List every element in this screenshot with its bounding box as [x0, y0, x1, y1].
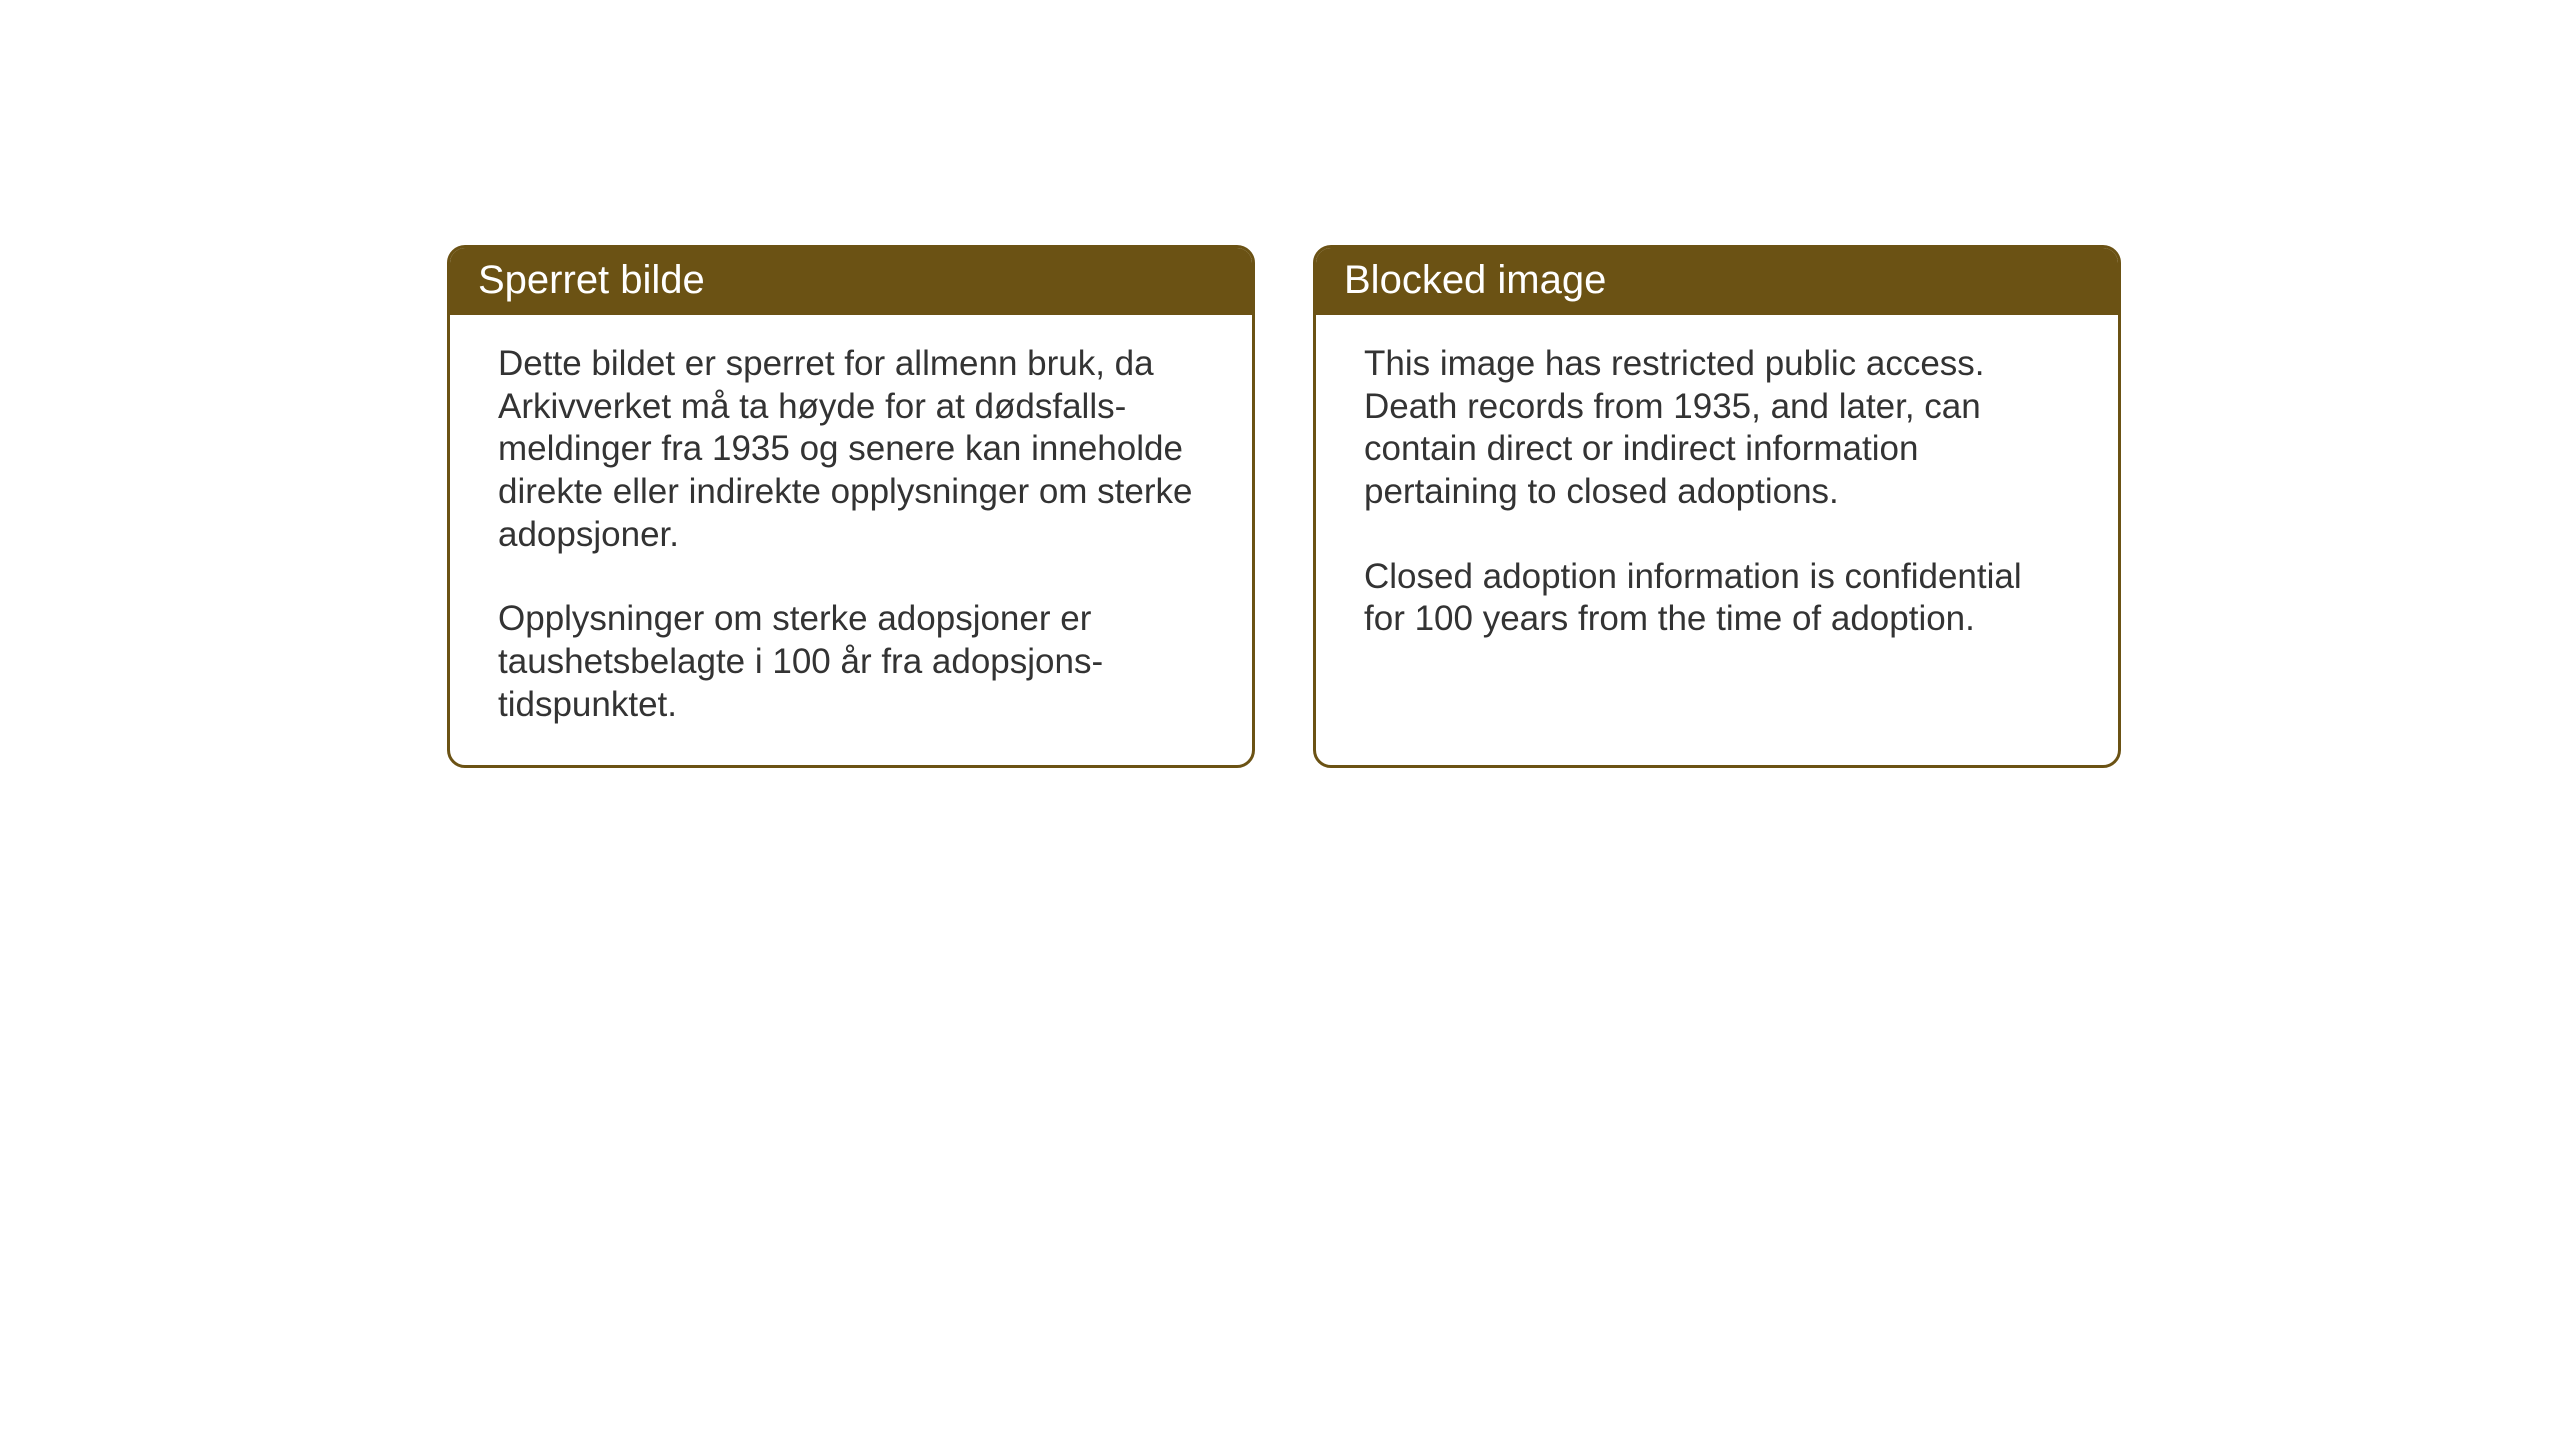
card-paragraph: Opplysninger om sterke adopsjoner er tau…	[498, 598, 1204, 726]
card-paragraph: Closed adoption information is confident…	[1364, 556, 2070, 641]
notice-card-english: Blocked image This image has restricted …	[1313, 245, 2121, 768]
card-header: Blocked image	[1316, 248, 2118, 315]
card-body: This image has restricted public access.…	[1316, 315, 2118, 765]
card-title: Blocked image	[1344, 258, 1606, 302]
card-title: Sperret bilde	[478, 258, 705, 302]
notice-card-norwegian: Sperret bilde Dette bildet er sperret fo…	[447, 245, 1255, 768]
card-paragraph: Dette bildet er sperret for allmenn bruk…	[498, 343, 1204, 556]
card-body: Dette bildet er sperret for allmenn bruk…	[450, 315, 1252, 765]
notice-container: Sperret bilde Dette bildet er sperret fo…	[447, 245, 2121, 768]
card-header: Sperret bilde	[450, 248, 1252, 315]
card-paragraph: This image has restricted public access.…	[1364, 343, 2070, 514]
